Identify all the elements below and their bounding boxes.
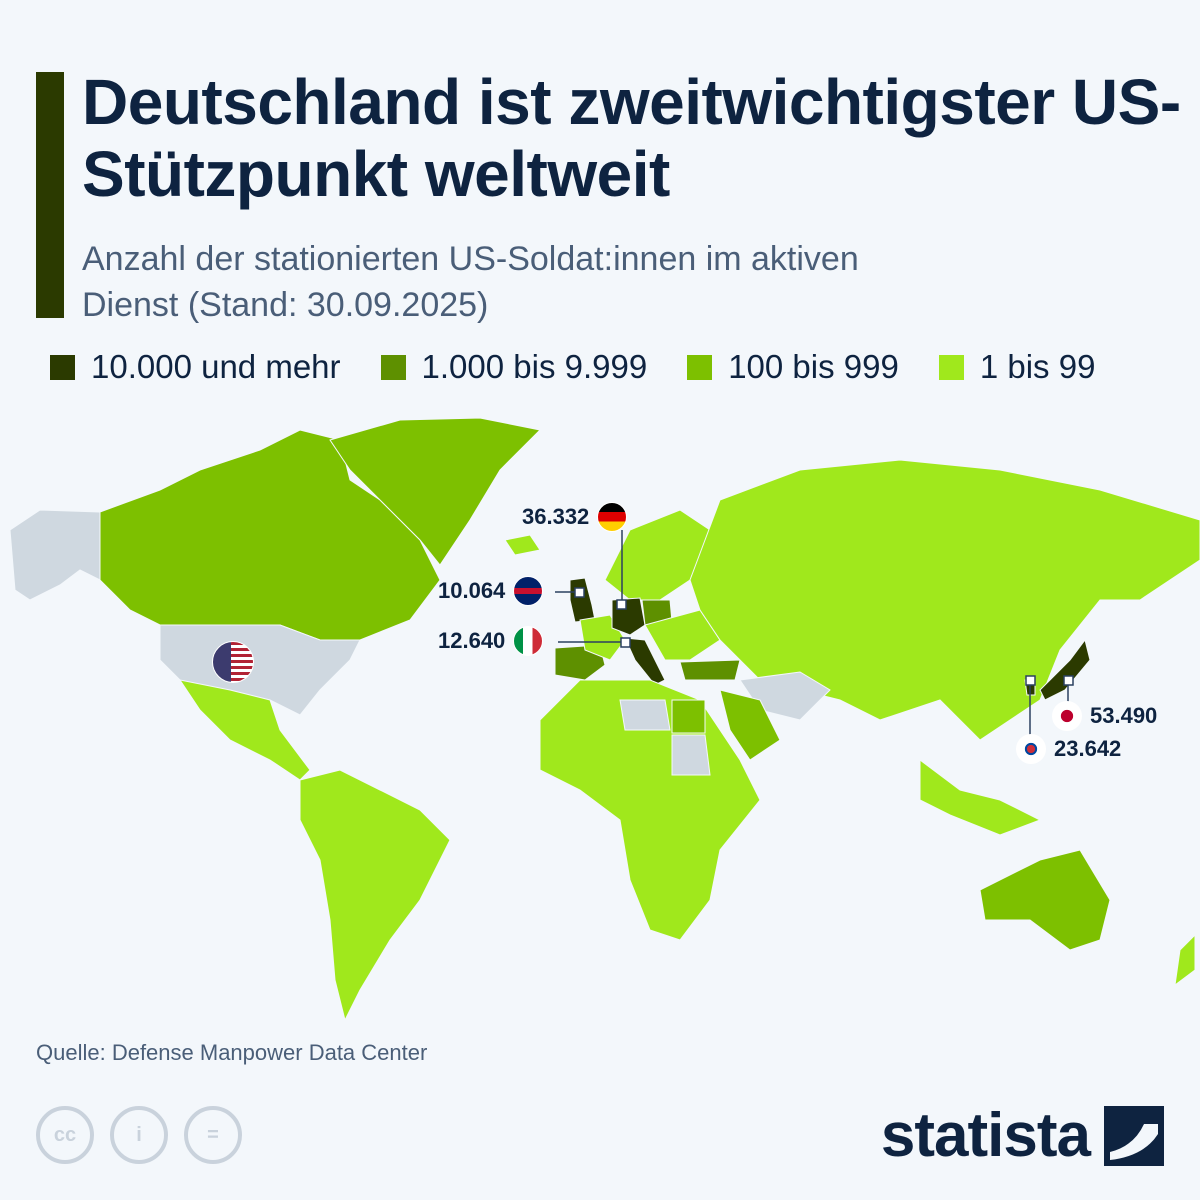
jp-flag-icon (1052, 701, 1082, 731)
region-greenland (329, 417, 542, 566)
legend: 10.000 und mehr 1.000 bis 9.999 100 bis … (50, 348, 1095, 386)
subtitle: Anzahl der stationierten US-Soldat:innen… (82, 240, 859, 324)
region-canada (99, 429, 441, 641)
label-usa (212, 641, 254, 683)
region-new-zealand (1174, 933, 1196, 987)
marker-germany (616, 599, 627, 610)
marker-italy (620, 637, 631, 648)
label-korea: 23.642 (1016, 734, 1121, 764)
legend-swatch (687, 354, 713, 380)
value-korea: 23.642 (1054, 736, 1122, 761)
region-alaska (9, 509, 101, 601)
accent-bar (36, 72, 64, 318)
de-flag-icon (597, 502, 628, 532)
page-title: Deutschland ist zweitwichtigster US-Stüt… (82, 66, 1181, 210)
region-mexico-central-america (178, 679, 311, 781)
legend-label: 100 bis 999 (728, 348, 899, 385)
uk-flag-icon (513, 576, 544, 606)
statista-logo[interactable]: statista (881, 1100, 1164, 1171)
marker-korea (1025, 675, 1036, 686)
region-egypt (671, 699, 706, 734)
legend-swatch (50, 354, 75, 380)
legend-item: 100 bis 999 (687, 348, 899, 386)
region-russia-asia (689, 459, 1200, 741)
brand-name: statista (880, 1101, 1091, 1170)
region-eastern-europe (644, 609, 721, 661)
region-iceland (504, 534, 541, 556)
marker-japan (1063, 675, 1074, 686)
region-sudan-gray (671, 734, 711, 776)
label-uk: 10.064 (438, 576, 544, 606)
world-map (9, 417, 1200, 1022)
us-flag-icon (212, 641, 254, 683)
label-japan: 53.490 (1052, 701, 1157, 731)
legend-item: 1 bis 99 (938, 348, 1096, 386)
legend-swatch (380, 354, 406, 380)
region-south-america (299, 769, 451, 1022)
it-flag-icon (513, 626, 544, 656)
marker-uk (574, 587, 585, 598)
statista-logo-icon (1104, 1105, 1164, 1166)
region-australia (979, 849, 1111, 951)
value-germany: 36.332 (522, 504, 590, 529)
no-derivatives-icon[interactable]: = (184, 1106, 242, 1164)
legend-item: 10.000 und mehr (50, 348, 341, 386)
label-italy: 12.640 (438, 626, 544, 656)
legend-label: 1 bis 99 (979, 348, 1096, 385)
region-italy (624, 637, 666, 686)
cc-icon[interactable]: cc (36, 1106, 94, 1164)
legend-item: 1.000 bis 9.999 (380, 348, 648, 386)
region-libya-gray (619, 699, 671, 731)
value-japan: 53.490 (1090, 703, 1158, 728)
region-southeast-asia (919, 759, 1042, 836)
legend-swatch (938, 354, 964, 380)
legend-label: 1.000 bis 9.999 (421, 348, 648, 385)
legend-label: 10.000 und mehr (91, 348, 341, 385)
kr-flag-icon (1016, 734, 1046, 764)
attribution-icon[interactable]: i (110, 1106, 168, 1164)
region-japan (1039, 638, 1091, 701)
region-uk (569, 577, 596, 623)
value-uk: 10.064 (438, 578, 506, 603)
value-italy: 12.640 (438, 628, 506, 653)
region-turkey (679, 659, 741, 681)
region-arabia (719, 689, 781, 761)
source: Quelle: Defense Manpower Data Center (36, 1040, 428, 1065)
license-icons: cc i = (36, 1106, 242, 1164)
label-germany: 36.332 (522, 502, 628, 532)
